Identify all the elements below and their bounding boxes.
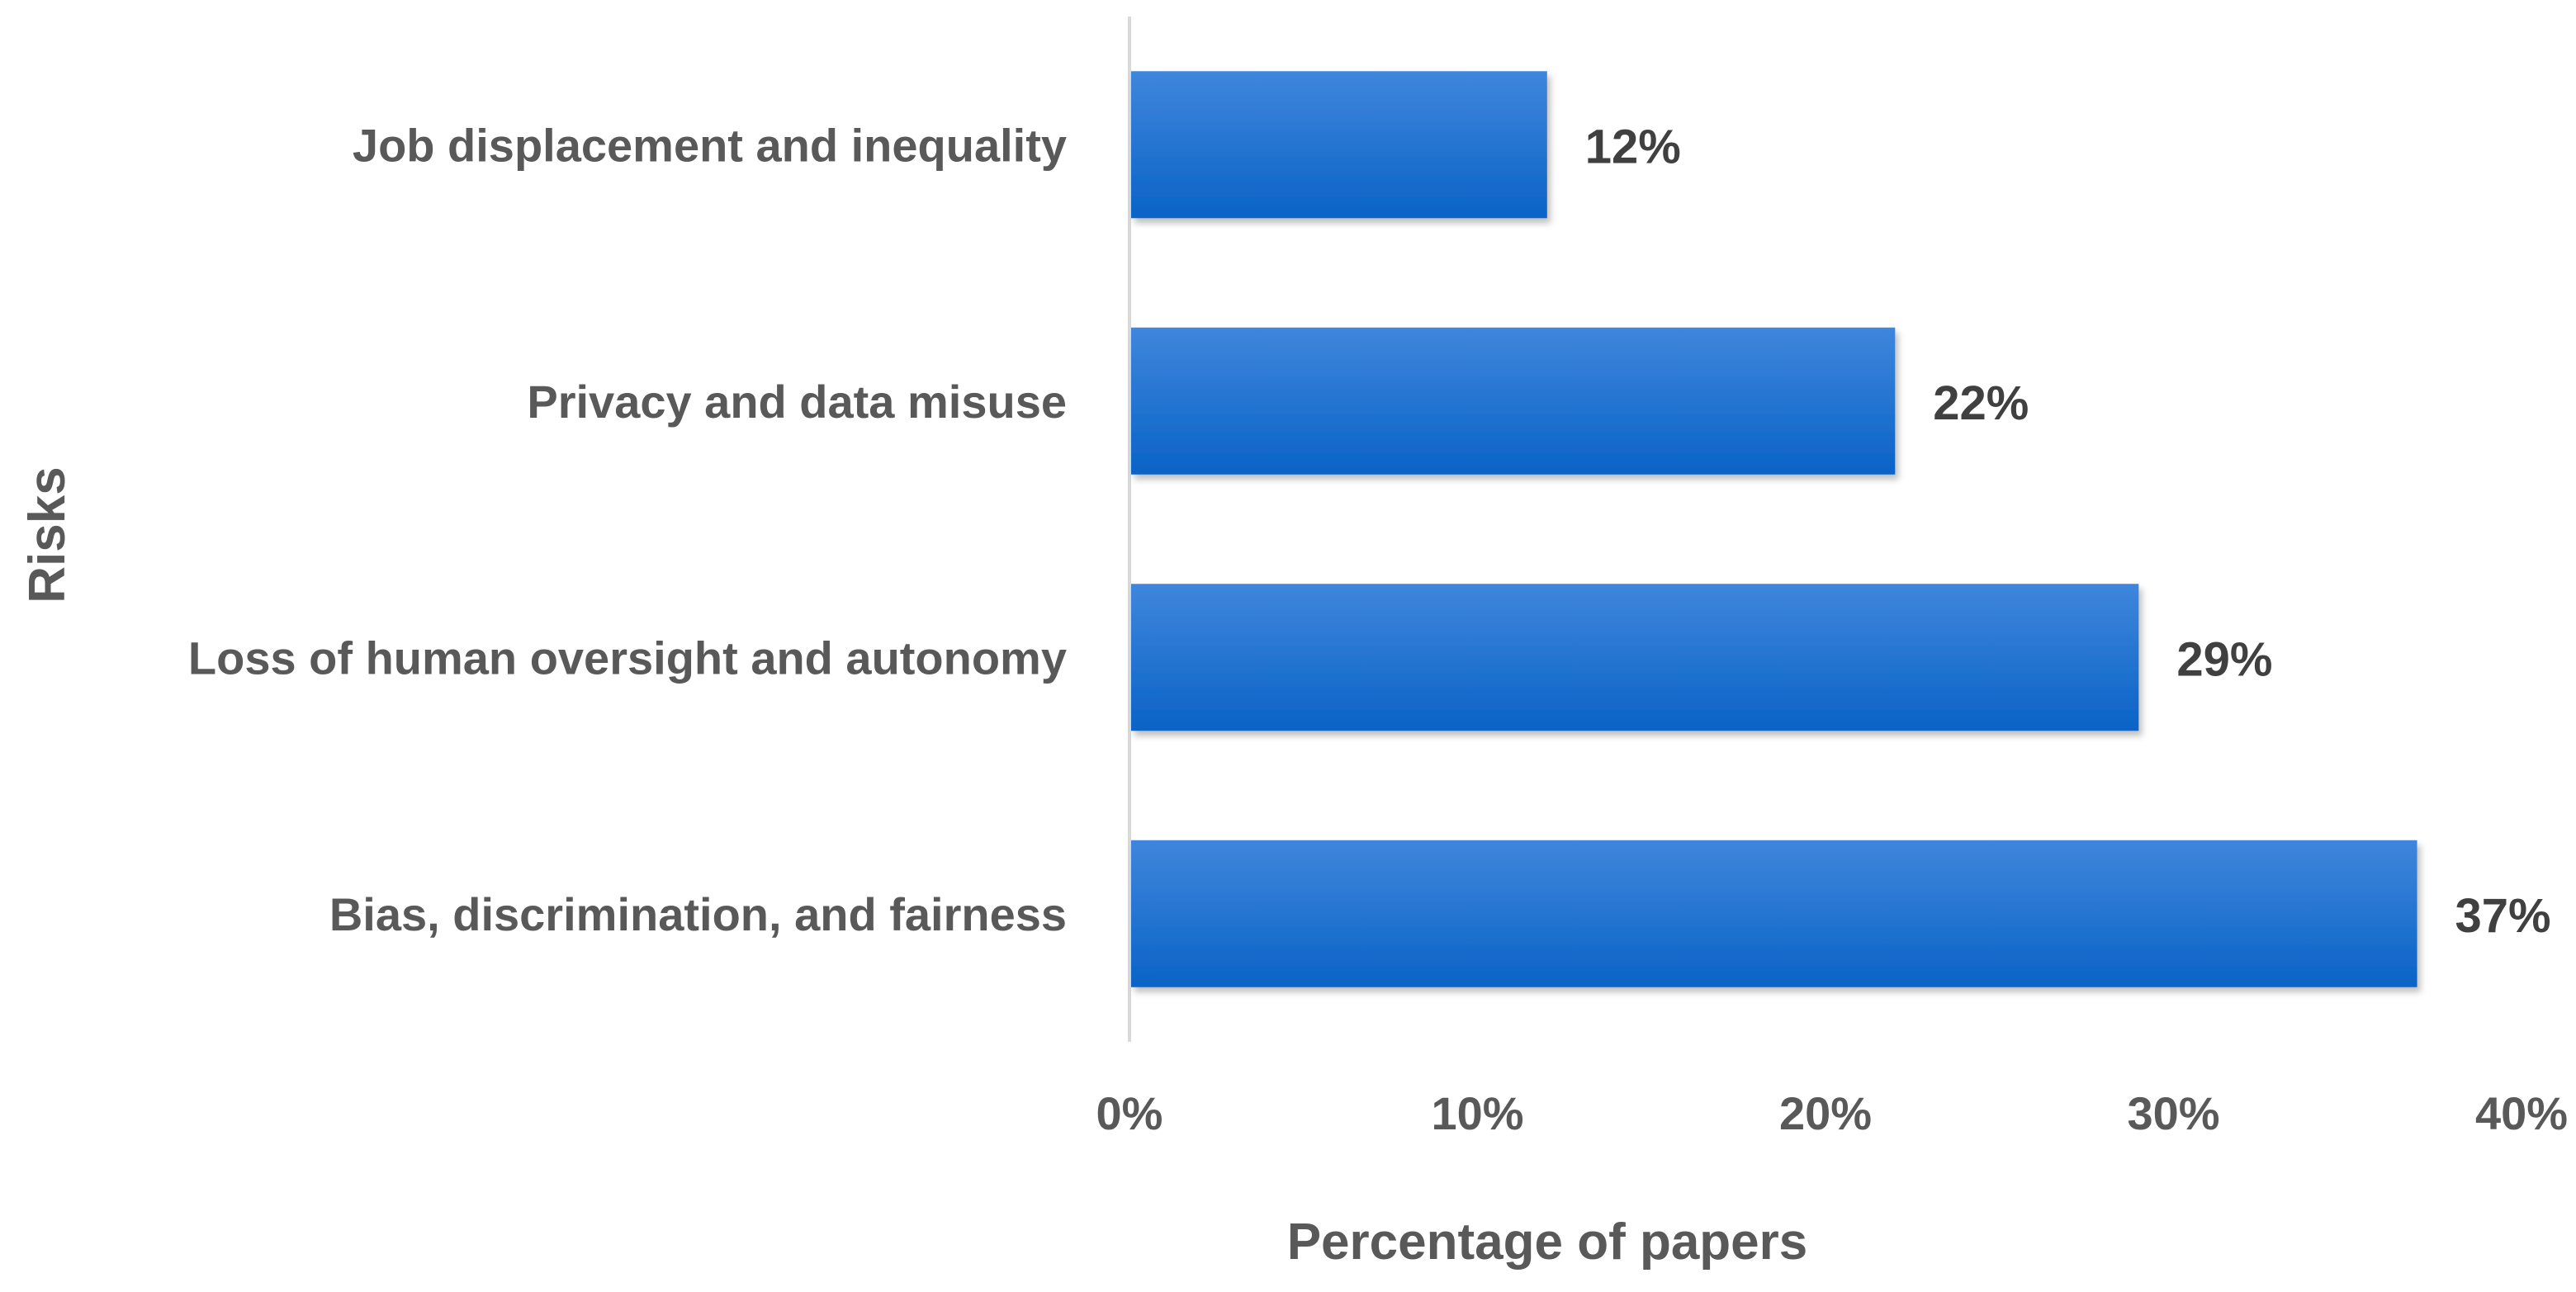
category-label: Privacy and data misuse: [527, 376, 1067, 428]
x-tick-label: 0%: [1096, 1087, 1163, 1139]
bar: [1131, 71, 1547, 219]
data-label: 37%: [2455, 889, 2551, 943]
data-label: 29%: [2176, 632, 2272, 686]
x-tick-label: 10%: [1431, 1087, 1523, 1139]
bar: [1131, 840, 2417, 987]
category-label: Job displacement and inequality: [353, 119, 1067, 171]
data-label: 12%: [1585, 120, 1681, 173]
bar: [1131, 584, 2139, 731]
data-label: 22%: [1933, 376, 2029, 430]
y-axis-title: Risks: [19, 466, 76, 603]
category-label: Loss of human oversight and autonomy: [188, 632, 1067, 684]
x-tick-label: 30%: [2127, 1087, 2219, 1139]
bar: [1131, 327, 1896, 475]
x-tick-label: 40%: [2475, 1087, 2568, 1139]
category-label: Bias, discrimination, and fairness: [329, 888, 1067, 940]
x-tick-label: 20%: [1779, 1087, 1872, 1139]
x-axis-title: Percentage of papers: [1287, 1214, 1808, 1271]
plot-area: Job displacement and inequality 12% Privac…: [188, 17, 2568, 1139]
